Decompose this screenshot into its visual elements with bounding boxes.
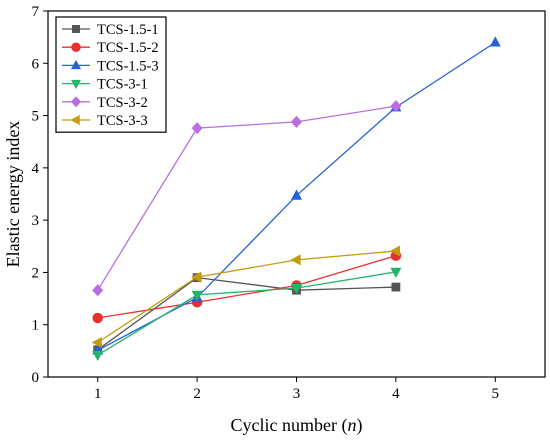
legend-marker [71, 59, 81, 70]
legend-marker [71, 96, 81, 108]
series-TCS-1.5-2 [92, 250, 402, 324]
data-point [191, 290, 203, 301]
y-tick-label: 5 [32, 109, 40, 125]
data-point [291, 115, 302, 128]
legend-marker [71, 79, 81, 90]
series-line [97, 276, 396, 351]
data-point [191, 271, 202, 283]
data-point [92, 350, 104, 362]
data-point [92, 284, 104, 297]
legend-marker [70, 115, 80, 125]
series-line [97, 250, 396, 344]
series-TCS-3-2 [92, 100, 402, 297]
legend-box [55, 16, 167, 133]
y-tick-label: 7 [32, 4, 40, 20]
data-point [489, 36, 501, 47]
legend-label: TCS-3-1 [97, 77, 148, 93]
ticks-layer: 1 2 3 4 5 0 1 2 3 4 5 6 7 [32, 4, 500, 402]
series-TCS-3-3 [91, 245, 401, 348]
y-tick-label: 0 [32, 370, 40, 386]
series-TCS-1.5-1 [93, 273, 401, 355]
data-point [390, 100, 402, 113]
legend-label: TCS-1.5-2 [97, 40, 159, 56]
y-tick-label: 6 [32, 56, 40, 72]
data-point [191, 122, 203, 135]
legend-label: TCS-1.5-3 [97, 58, 159, 74]
data-point [391, 282, 401, 292]
x-axis-title: Cyclic number (n) [231, 415, 363, 436]
y-tick-label: 2 [32, 265, 40, 281]
y-tick-label: 1 [32, 318, 40, 334]
series-line [97, 105, 397, 291]
data-point [291, 189, 302, 200]
x-tick-label: 4 [392, 386, 400, 402]
legend-marker [71, 42, 81, 52]
legend-label: TCS-3-2 [97, 95, 148, 111]
series-line [97, 271, 397, 356]
y-tick-label: 3 [32, 213, 40, 229]
y-axis-title: Elastic energy index [3, 121, 23, 268]
data-point [290, 254, 301, 266]
data-point [291, 283, 302, 295]
x-tick-label: 5 [492, 386, 500, 402]
series-TCS-3-1 [92, 267, 402, 362]
legend-marker [72, 25, 80, 33]
series-line [97, 255, 397, 319]
data-point [92, 312, 103, 324]
legend-label: TCS-1.5-1 [97, 22, 159, 38]
data-point [389, 245, 401, 257]
x-tick-label: 2 [193, 386, 201, 402]
data-point [91, 336, 102, 348]
legend: TCS-1.5-1 TCS-1.5-2 TCS-1.5-3 TCS-3-1 TCS-3-… [55, 16, 167, 133]
data-point [390, 267, 402, 278]
x-tick-label: 1 [94, 386, 102, 402]
y-tick-label: 4 [32, 161, 40, 177]
x-tick-label: 3 [293, 386, 301, 402]
legend-label: TCS-3-3 [97, 113, 148, 129]
series-layer [91, 36, 501, 362]
